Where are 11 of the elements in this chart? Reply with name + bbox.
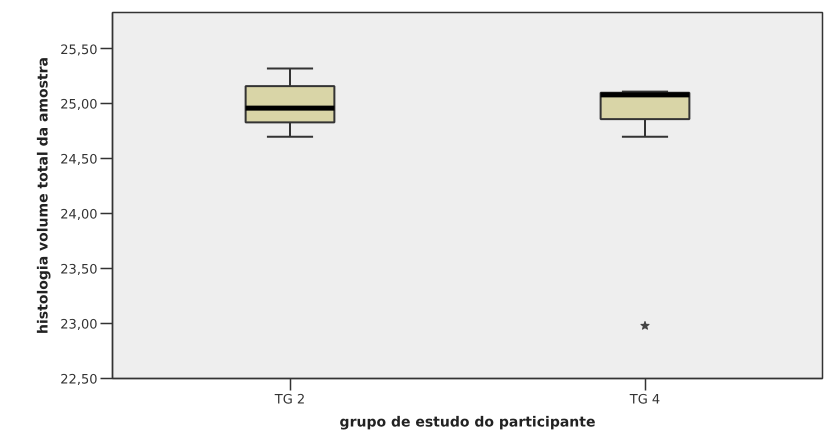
y-tick-label: 24,50: [60, 152, 98, 168]
x-axis-title: grupo de estudo do participante: [340, 414, 596, 430]
y-tick-label: 25,00: [60, 98, 98, 113]
y-axis-title: histologia volume total da amostra: [35, 57, 52, 334]
y-tick-label: 24,00: [60, 208, 98, 223]
y-tick-label: 22,50: [60, 372, 98, 388]
x-tick-label: TG 2: [274, 392, 306, 408]
y-tick-label: 25,50: [60, 42, 98, 58]
x-tick-label: TG 4: [628, 392, 660, 408]
y-tick-label: 23,00: [60, 318, 98, 333]
y-tick-label: 23,50: [60, 262, 98, 278]
